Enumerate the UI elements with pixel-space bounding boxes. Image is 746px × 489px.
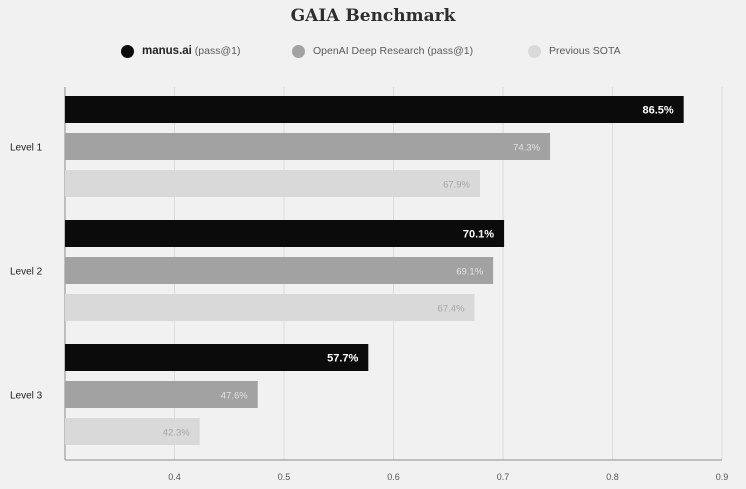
x-tick-label: 0.6: [387, 472, 400, 482]
legend-label-manus: manus.ai: [142, 45, 192, 57]
bar-value-label: 42.3%: [163, 428, 190, 439]
bar-previous-sota-level-1: [65, 170, 481, 197]
bar-value-label: 57.7%: [327, 353, 358, 365]
bar-openai-deep-research-pass-1-level-1: [65, 133, 551, 160]
category-label: Level 1: [10, 143, 43, 154]
legend-item-openai: OpenAI Deep Research (pass@1): [292, 43, 473, 59]
chart-title: GAIA Benchmark: [290, 6, 456, 26]
bar-manus-ai-level-3: [65, 344, 369, 371]
legend-swatch-previous-sota: [528, 44, 541, 58]
x-tick-label: 0.9: [716, 472, 729, 482]
bar-value-label: 47.6%: [221, 391, 248, 402]
bar-value-label: 74.3%: [513, 143, 540, 154]
legend-swatch-openai: [292, 44, 305, 58]
x-tick-label: 0.4: [168, 472, 181, 482]
legend-label-openai: OpenAI Deep Research (pass@1): [313, 45, 474, 57]
x-tick-label: 0.5: [278, 472, 291, 482]
bar-manus-ai-level-2: [65, 220, 505, 247]
legend-label-previous-sota: Previous SOTA: [549, 45, 621, 57]
x-tick-label: 0.8: [606, 472, 619, 482]
legend-swatch-manus: [121, 44, 134, 58]
category-label: Level 3: [10, 391, 43, 402]
bar-value-label: 69.1%: [456, 267, 483, 278]
bar-previous-sota-level-3: [65, 418, 200, 445]
bar-value-label: 70.1%: [463, 229, 494, 241]
bar-openai-deep-research-pass-1-level-2: [65, 257, 494, 284]
bar-value-label: 67.4%: [438, 304, 465, 315]
legend: manus.ai (pass@1) OpenAI Deep Research (…: [0, 43, 746, 59]
legend-label-manus-suffix: (pass@1): [191, 45, 241, 57]
legend-item-manus: manus.ai (pass@1): [121, 43, 240, 59]
bar-value-label: 67.9%: [443, 180, 470, 191]
legend-item-previous-sota: Previous SOTA: [528, 43, 621, 59]
bar-previous-sota-level-2: [65, 294, 475, 321]
bar-manus-ai-level-1: [65, 96, 684, 123]
category-label: Level 2: [10, 267, 43, 278]
bar-value-label: 86.5%: [642, 105, 673, 117]
x-tick-label: 0.7: [497, 472, 510, 482]
bar-openai-deep-research-pass-1-level-3: [65, 381, 258, 408]
